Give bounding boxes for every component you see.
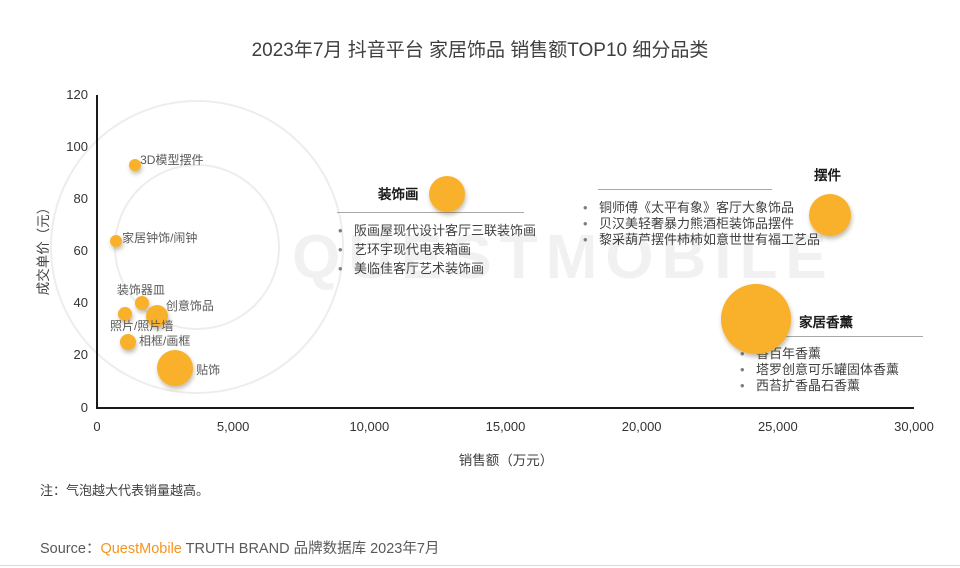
product-list-decorative-painting: • 阪画屋现代设计客厅三联装饰画 • 艺环宇现代电表箱画 • 美临佳客厅艺术装饰画 [338,221,558,278]
product-item: • 美临佳客厅艺术装饰画 [338,261,485,276]
bullet-icon: • [338,261,343,276]
chart-bubble [157,350,194,387]
y-tick-label: 120 [66,87,88,102]
bullet-icon: • [740,362,745,377]
annotation-line-decorative-painting [337,212,524,213]
chart-note: 注：气泡越大代表销量越高。 [40,483,210,498]
chart-bubble [145,305,168,328]
bottom-divider [0,565,960,566]
chart-title: 2023年7月 抖音平台 家居饰品 销售额TOP10 细分品类 [251,40,709,61]
watermark-text: QUESTMOBILE [292,223,835,292]
x-tick-label: 25,000 [757,419,798,434]
chart-bubble [134,296,149,311]
watermark-q-icon [50,100,344,394]
source-line: Source：QuestMobile TRUTH BRAND 品牌数据库 202… [40,537,439,558]
chart-bubble [428,175,465,212]
product-item: • 塔罗创意可乐罐固体香薰 [740,362,900,377]
product-item: • 贝汉美轻奢暴力熊酒柜装饰品摆件 [583,216,795,231]
bubble-label: 创意饰品 [165,299,214,314]
product-item: • 西苔扩香晶石香薰 [740,378,861,393]
annotation-title-decorative-painting: 装饰画 [378,187,419,202]
product-item: • 黎采葫芦摆件柿柿如意世世有福工艺品 [583,232,821,247]
bullet-icon: • [740,346,745,361]
x-axis-title: 销售额（万元） [458,453,554,468]
bubble-label: 3D模型摆件 [140,153,204,168]
product-list-ornaments: • 铜师傅《太平有象》客厅大象饰品 • 贝汉美轻奢暴力熊酒柜装饰品摆件 • 黎采葫芦摆件柿… [583,200,833,248]
y-tick-label: 0 [80,399,88,415]
annotation-title-ornaments: 摆件 [814,168,841,183]
y-tick-label: 20 [73,347,88,363]
chart-bubble [120,334,137,351]
x-tick-label: 15,000 [485,419,526,434]
y-axis-line [96,95,98,408]
bubble-label: 相框/画框 [139,334,191,349]
annotation-line-ornaments [598,189,772,190]
source-suffix: TRUTH BRAND 品牌数据库 2023年7月 [181,541,440,557]
y-tick-label: 80 [73,191,88,207]
source-prefix: Source： [40,541,101,557]
chart-bubble [110,234,123,247]
bullet-icon: • [338,242,343,257]
bullet-icon: • [583,216,588,231]
x-axis-line [96,407,914,409]
product-item: • 阪画屋现代设计客厅三联装饰画 [338,223,537,238]
chart-bubble [721,283,792,354]
y-tick-label: 100 [66,139,88,155]
bubble-label: 贴饰 [196,363,221,378]
bullet-icon: • [583,232,588,247]
source-brand: QuestMobile [100,541,182,557]
product-item: • 铜师傅《太平有象》客厅大象饰品 [583,200,795,215]
annotation-title-home-fragrance: 家居香薰 [799,315,853,330]
bullet-icon: • [338,223,343,238]
y-tick-label: 40 [73,295,88,311]
product-list-home-fragrance: • 香百年香薰 • 塔罗创意可乐罐固体香薰 • 西苔扩香晶石香薰 [740,346,950,394]
chart-bubble [808,193,851,236]
x-tick-label: 5,000 [216,419,250,434]
bubble-label: 家居钟饰/闹钟 [122,230,198,245]
bullet-icon: • [740,378,745,393]
x-tick-label: 30,000 [894,419,934,434]
x-tick-label: 20,000 [621,419,662,434]
annotation-line-home-fragrance [737,336,923,337]
product-item: • 艺环宇现代电表箱画 [338,242,472,257]
x-tick-label: 0 [93,419,101,434]
x-tick-label: 10,000 [349,419,390,434]
watermark-q-inner-icon [114,164,280,330]
chart-bubble [129,159,142,172]
y-tick-label: 60 [73,243,88,259]
chart-bubble [118,306,133,321]
bubble-label: 装饰器皿 [116,283,165,298]
bullet-icon: • [583,200,588,215]
bubble-label: 照片/照片墙 [110,318,174,333]
